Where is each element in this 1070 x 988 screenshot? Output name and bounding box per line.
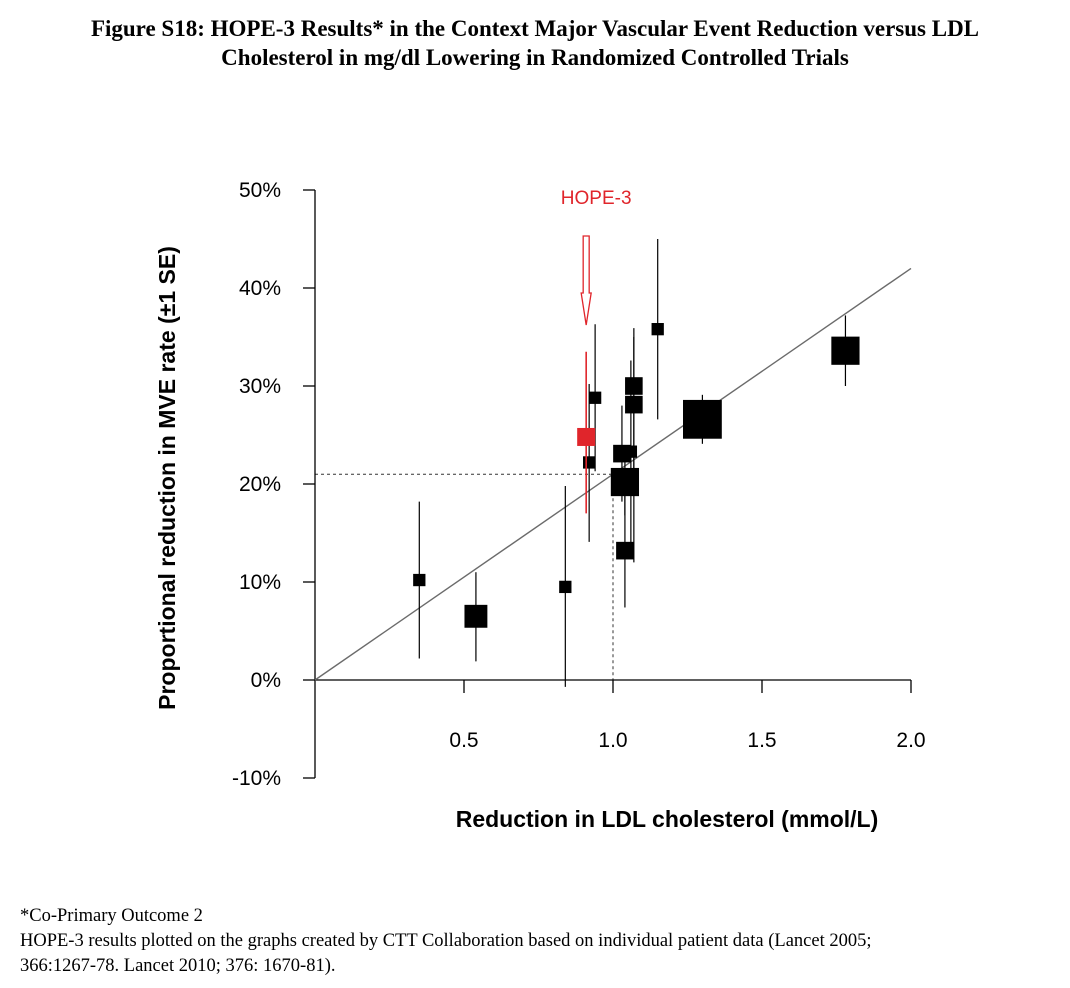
footnote-line-1: *Co-Primary Outcome 2 [20, 906, 203, 926]
hope3-point [577, 427, 596, 446]
y-tick-label: -10% [232, 767, 281, 790]
figure-title-line-2: Cholesterol in mg/dl Lowering in Randomi… [221, 45, 849, 70]
trial-point [625, 377, 643, 395]
trial-point [413, 573, 426, 587]
figure-title-line-1: Figure S18: HOPE-3 Results* in the Conte… [90, 16, 980, 41]
trial-point [610, 467, 640, 497]
trial-point [464, 604, 488, 628]
x-tick-label: 1.0 [598, 729, 627, 752]
reference-lines [315, 473, 614, 680]
hope3-arrow [580, 235, 592, 326]
y-tick-label: 40% [239, 277, 281, 300]
x-tick-label: 1.5 [747, 729, 776, 752]
hope3-highlight [577, 235, 596, 514]
trial-point [616, 541, 634, 560]
trial-points [413, 323, 860, 628]
footnote-line-3: 366:1267-78. Lancet 2010; 376: 1670-81). [20, 956, 336, 976]
footnote: *Co-Primary Outcome 2 HOPE-3 results plo… [20, 904, 1060, 979]
y-tick-label: 10% [239, 571, 281, 594]
trial-point [683, 399, 722, 439]
y-tick-label: 20% [239, 473, 281, 496]
y-tick-label: 30% [239, 375, 281, 398]
figure-title: Figure S18: HOPE-3 Results* in the Conte… [0, 14, 1070, 72]
y-tick-label: 50% [239, 179, 281, 202]
axes: -10% 0% 10% 20% 30% 40% 50% 0.5 1.0 1.5 2.0 [232, 179, 926, 790]
trial-point [625, 395, 643, 414]
trial-point [831, 336, 860, 365]
trial-point [583, 456, 596, 469]
x-tick-label: 0.5 [449, 729, 478, 752]
trial-point [651, 323, 664, 336]
y-axis-title: Proportional reduction in MVE rate (±1 S… [154, 246, 180, 710]
x-tick-label: 2.0 [896, 729, 925, 752]
trial-point [588, 391, 602, 404]
hope3-annotation: HOPE-3 [561, 188, 632, 209]
footnote-line-2: HOPE-3 results plotted on the graphs cre… [20, 931, 872, 951]
y-tick-label: 0% [251, 669, 281, 692]
trial-point [624, 445, 638, 458]
x-axis-title: Reduction in LDL cholesterol (mmol/L) [456, 806, 879, 832]
trial-point [559, 580, 572, 594]
